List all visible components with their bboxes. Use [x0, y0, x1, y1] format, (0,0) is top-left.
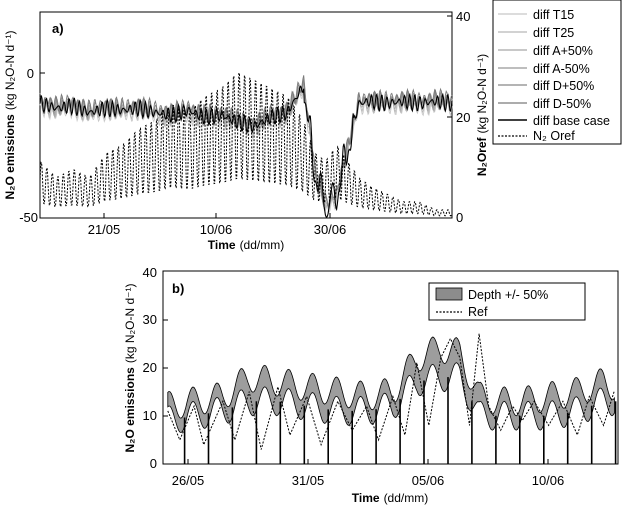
- legend-label-diff-t25: diff T25: [533, 26, 574, 40]
- panel-a-series-n2o-ref: [39, 72, 452, 217]
- panel-a-series-diff-base-case: [39, 85, 453, 218]
- legend-label-diff-a-plus50: diff A+50%: [533, 44, 593, 58]
- panel-b-ytick-label-20: 20: [143, 360, 157, 375]
- legend-swatch-depth-band: [435, 287, 463, 301]
- panel-a-ylabel-right: N₂Oref(kg N₂O-N d⁻¹): [475, 54, 489, 176]
- legend-label-diff-t15: diff T15: [533, 8, 574, 22]
- panel-a-xtick-label-2: 30/06: [314, 222, 347, 237]
- legend-label-diff-d-minus50: diff D-50%: [533, 97, 591, 111]
- legend-label-depth-band: Depth +/- 50%: [468, 288, 548, 302]
- panel-a-ytick-right-label-40: 40: [456, 9, 470, 24]
- panel-b-xtick-label-1: 31/05: [292, 473, 325, 488]
- legend-label-n2o-ref: N₂ Oref: [533, 129, 575, 143]
- panel-a: 0 -50 40 20 0 21/05 10/06 30/06 a) Time(…: [3, 0, 622, 252]
- panel-a-xlabel: Time (dd/mm): [208, 238, 284, 252]
- panel-a-ytick-left-label-neg50: -50: [19, 210, 38, 225]
- legend-label-ref: Ref: [468, 305, 488, 319]
- panel-b-legend: Depth +/- 50% Ref: [428, 282, 586, 321]
- panel-b-xtick-label-0: 26/05: [172, 473, 205, 488]
- panel-a-legend: diff T15 diff T25 diff A+50% diff A-50% …: [492, 0, 622, 145]
- panel-b-ytick-label-0: 0: [150, 456, 157, 471]
- panel-b-label: b): [172, 281, 184, 296]
- panel-b-xtick-label-2: 05/06: [412, 473, 445, 488]
- panel-a-axes-box: [39, 11, 453, 219]
- panel-b-series-ref: [167, 333, 615, 450]
- panel-b: 0 10 20 30 40 26/05 31/05 05/06 10/06 b)…: [123, 265, 619, 505]
- legend-label-diff-a-minus50: diff A-50%: [533, 62, 590, 76]
- panel-a-xtick-label-0: 21/05: [88, 222, 121, 237]
- panel-b-xtick-label-3: 10/06: [532, 473, 565, 488]
- panel-a-ytick-right-label-0: 0: [456, 210, 463, 225]
- panel-b-ylabel: N₂O emissions(kg N₂O-N d⁻¹): [123, 283, 137, 452]
- panel-b-ytick-label-40: 40: [143, 265, 157, 280]
- panel-b-series-depth-band: [167, 336, 615, 434]
- panel-b-spikes: [183, 377, 617, 464]
- panel-b-ytick-label-30: 30: [143, 312, 157, 327]
- panel-a-ytick-right-label-20: 20: [456, 110, 470, 125]
- panel-b-ytick-label-10: 10: [143, 408, 157, 423]
- panel-a-label: a): [52, 21, 64, 36]
- panel-a-ytick-left-label-0: 0: [27, 66, 34, 81]
- panel-a-xtick-label-1: 10/06: [200, 222, 233, 237]
- legend-label-diff-d-plus50: diff D+50%: [533, 79, 594, 93]
- panel-b-xlabel: Time (dd/mm): [352, 491, 428, 505]
- legend-label-diff-base-case: diff base case: [533, 114, 610, 128]
- panel-a-ylabel-left: N₂O emissions(kg N₂O-N d⁻¹): [3, 30, 17, 199]
